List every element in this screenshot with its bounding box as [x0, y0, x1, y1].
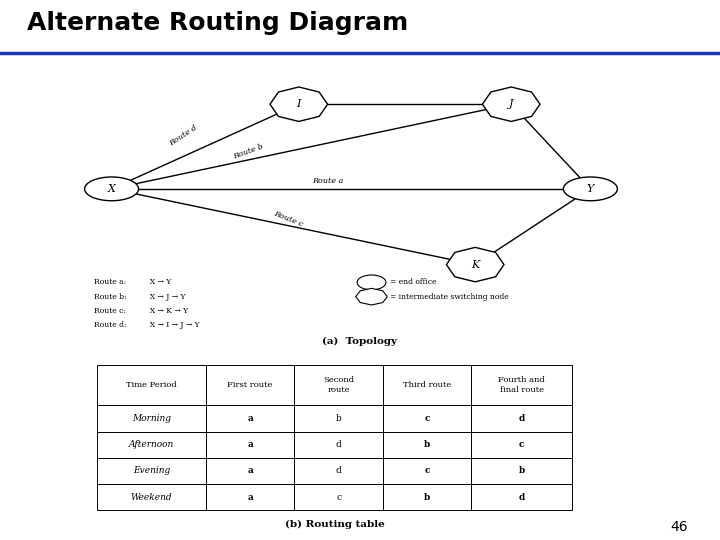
Text: X → Y: X → Y — [145, 279, 171, 286]
Bar — [294, 406, 383, 431]
Bar — [472, 406, 572, 431]
Text: K: K — [471, 260, 480, 269]
Text: Route c: Route c — [272, 209, 304, 228]
Text: 46: 46 — [670, 519, 688, 534]
Ellipse shape — [85, 177, 138, 201]
Text: c: c — [424, 467, 430, 475]
Text: d: d — [336, 440, 341, 449]
Text: J: J — [509, 99, 513, 109]
Bar — [206, 484, 294, 510]
Text: b: b — [336, 414, 341, 423]
Text: b: b — [424, 440, 430, 449]
Polygon shape — [482, 87, 540, 122]
Text: Evening: Evening — [133, 467, 170, 475]
Text: a: a — [247, 440, 253, 449]
Bar — [294, 458, 383, 484]
Text: Alternate Routing Diagram: Alternate Routing Diagram — [27, 11, 409, 35]
Text: Morning: Morning — [132, 414, 171, 423]
Bar — [472, 484, 572, 510]
Text: Route b:: Route b: — [94, 293, 126, 301]
Text: Third route: Third route — [403, 381, 451, 389]
Text: Weekend: Weekend — [131, 492, 172, 502]
Polygon shape — [446, 247, 504, 282]
Text: c: c — [424, 414, 430, 423]
Bar — [383, 364, 472, 406]
Bar — [472, 364, 572, 406]
Bar — [383, 484, 472, 510]
Text: X → J → Y: X → J → Y — [145, 293, 186, 301]
Text: d: d — [518, 414, 525, 423]
Text: First route: First route — [228, 381, 273, 389]
Text: Route b: Route b — [232, 143, 265, 161]
Text: X → K → Y: X → K → Y — [145, 307, 189, 315]
Bar — [472, 458, 572, 484]
Text: b: b — [424, 492, 430, 502]
Ellipse shape — [563, 177, 618, 201]
Text: a: a — [247, 492, 253, 502]
Bar — [294, 431, 383, 458]
Polygon shape — [356, 288, 387, 305]
Text: c: c — [519, 440, 525, 449]
Text: I: I — [297, 99, 301, 109]
Bar — [383, 406, 472, 431]
Text: d: d — [518, 492, 525, 502]
Bar — [206, 406, 294, 431]
Ellipse shape — [357, 275, 386, 290]
Text: Time Period: Time Period — [126, 381, 177, 389]
Text: d: d — [336, 467, 341, 475]
Text: X: X — [108, 184, 115, 194]
Text: Route c:: Route c: — [94, 307, 125, 315]
Bar — [97, 406, 206, 431]
Bar — [97, 431, 206, 458]
Polygon shape — [270, 87, 328, 122]
Text: Route d: Route d — [168, 124, 199, 147]
Bar — [383, 431, 472, 458]
Text: Route a:: Route a: — [94, 279, 126, 286]
Text: a: a — [247, 467, 253, 475]
Text: (a)  Topology: (a) Topology — [323, 337, 397, 346]
Bar — [294, 364, 383, 406]
Text: b: b — [518, 467, 525, 475]
Bar — [206, 364, 294, 406]
Bar — [294, 484, 383, 510]
Bar — [383, 458, 472, 484]
Text: Second
route: Second route — [323, 376, 354, 394]
Text: Route a: Route a — [312, 178, 343, 185]
Text: Fourth and
final route: Fourth and final route — [498, 376, 545, 394]
Bar — [206, 431, 294, 458]
Bar — [206, 458, 294, 484]
Text: Y: Y — [587, 184, 594, 194]
Text: c: c — [336, 492, 341, 502]
Text: a: a — [247, 414, 253, 423]
Bar — [472, 431, 572, 458]
Text: = intermediate switching node: = intermediate switching node — [390, 293, 509, 301]
Bar — [97, 484, 206, 510]
Bar — [97, 364, 206, 406]
Text: Afternoon: Afternoon — [129, 440, 174, 449]
Text: X → I → J → Y: X → I → J → Y — [145, 321, 200, 329]
Text: = end office: = end office — [390, 279, 437, 286]
Text: (b) Routing table: (b) Routing table — [285, 520, 384, 529]
Bar — [97, 458, 206, 484]
Text: Route d:: Route d: — [94, 321, 126, 329]
